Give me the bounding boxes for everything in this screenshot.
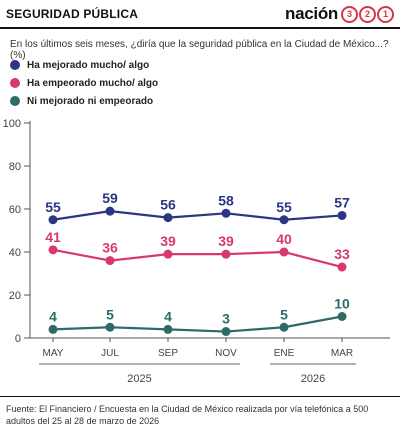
data-label-improved-5: 57 xyxy=(334,194,350,210)
y-tick-label-0: 0 xyxy=(15,333,21,345)
legend-label-improved: Ha mejorado mucho/ algo xyxy=(27,59,150,71)
header: SEGURIDAD PÚBLICA nación 3 2 1 xyxy=(0,0,400,29)
legend-item-worsened: Ha empeorado mucho/ algo xyxy=(10,74,158,92)
point-improved-1 xyxy=(105,206,115,216)
legend-dot-improved xyxy=(10,60,20,70)
data-label-neither-5: 10 xyxy=(334,296,350,312)
legend-label-worsened: Ha empeorado mucho/ algo xyxy=(27,77,159,89)
survey-question: En los últimos seis meses, ¿diría que la… xyxy=(10,39,389,61)
header-divider xyxy=(0,27,400,29)
point-improved-0 xyxy=(48,215,58,225)
point-improved-2 xyxy=(163,213,173,223)
point-neither-3 xyxy=(221,327,231,337)
legend-item-improved: Ha mejorado mucho/ algo xyxy=(10,56,158,74)
data-label-worsened-4: 40 xyxy=(276,231,292,247)
point-neither-0 xyxy=(48,324,58,334)
data-label-worsened-2: 39 xyxy=(160,233,176,249)
point-worsened-5 xyxy=(337,262,347,272)
legend-item-neither: Ni mejorado ni empeorado xyxy=(10,92,158,110)
legend-dot-worsened xyxy=(10,78,20,88)
series-line-worsened xyxy=(52,248,343,269)
point-improved-5 xyxy=(337,210,347,220)
x-tick-label-nov: NOV xyxy=(215,348,237,359)
source-note: Fuente: El Financiero / Encuesta en la C… xyxy=(6,404,369,426)
data-label-improved-1: 59 xyxy=(102,190,118,206)
footer-divider xyxy=(0,396,400,397)
y-tick-label-40: 40 xyxy=(9,247,21,259)
point-worsened-2 xyxy=(163,249,173,259)
legend-dot-neither xyxy=(10,96,20,106)
data-label-neither-1: 5 xyxy=(106,306,114,322)
brand-digit-2: 2 xyxy=(359,5,376,23)
brand-name: nación xyxy=(285,4,338,23)
y-tick-label-20: 20 xyxy=(9,290,21,302)
point-worsened-3 xyxy=(221,249,231,259)
y-tick-label-80: 80 xyxy=(9,161,21,173)
x-tick-label-ene: ENE xyxy=(274,348,295,359)
brand-digit-3: 1 xyxy=(377,5,394,23)
point-worsened-1 xyxy=(105,256,115,266)
brand-logo: nación 3 2 1 xyxy=(285,3,394,25)
data-label-improved-0: 55 xyxy=(45,199,61,215)
data-label-worsened-5: 33 xyxy=(334,246,350,262)
point-improved-4 xyxy=(279,215,289,225)
x-tick-label-sep: SEP xyxy=(158,348,178,359)
point-improved-3 xyxy=(221,208,231,218)
point-neither-5 xyxy=(337,312,347,321)
series-line-neither xyxy=(52,315,343,333)
point-worsened-0 xyxy=(48,245,58,255)
year-label-2025: 2025 xyxy=(127,373,151,385)
data-label-improved-2: 56 xyxy=(160,197,176,213)
data-label-improved-3: 58 xyxy=(218,192,234,208)
x-tick-label-jul: JUL xyxy=(101,348,119,359)
y-tick-label-60: 60 xyxy=(9,204,21,216)
data-label-neither-3: 3 xyxy=(222,311,230,327)
series-line-improved xyxy=(52,210,343,221)
year-label-2026: 2026 xyxy=(301,373,325,385)
data-label-worsened-0: 41 xyxy=(45,229,61,245)
legend-label-neither: Ni mejorado ni empeorado xyxy=(27,95,154,107)
data-label-neither-4: 5 xyxy=(280,306,288,322)
data-label-worsened-1: 36 xyxy=(102,240,118,256)
point-neither-2 xyxy=(163,324,173,334)
x-tick-label-mar: MAR xyxy=(331,348,353,359)
section-title: SEGURIDAD PÚBLICA xyxy=(6,7,139,21)
point-neither-1 xyxy=(105,322,115,332)
x-tick-label-may: MAY xyxy=(43,348,64,359)
brand-digit-1: 3 xyxy=(341,5,358,23)
point-neither-4 xyxy=(279,322,289,332)
data-label-improved-4: 55 xyxy=(276,199,292,215)
chart-legend: Ha mejorado mucho/ algo Ha empeorado muc… xyxy=(10,56,158,110)
point-worsened-4 xyxy=(279,247,289,257)
data-label-worsened-3: 39 xyxy=(218,233,234,249)
y-tick-label-100: 100 xyxy=(3,118,21,130)
data-label-neither-2: 4 xyxy=(164,308,172,324)
data-label-neither-0: 4 xyxy=(49,308,57,324)
